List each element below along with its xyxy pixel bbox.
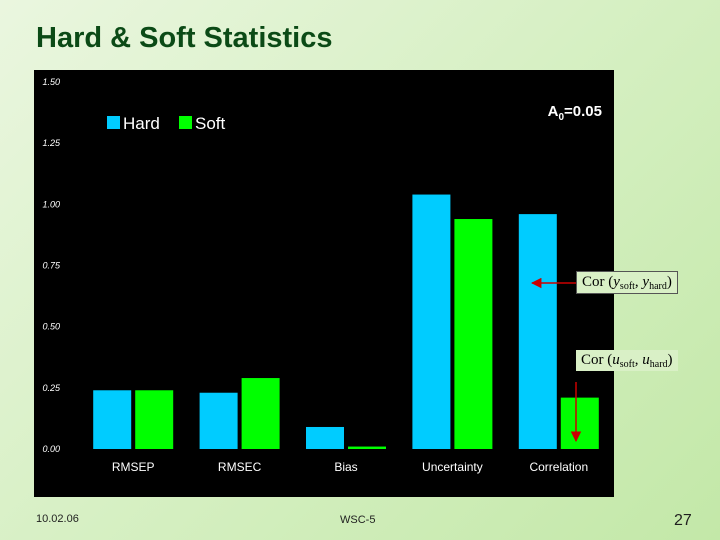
bar-hard-rmsep [93,390,132,449]
bar-soft-bias [348,446,386,449]
bar-soft-rmsep [135,390,174,449]
slide-title: Hard & Soft Statistics [36,22,333,54]
bars [93,194,599,449]
footer-event: WSC-5 [340,514,376,526]
bar-soft-uncertainty [454,219,493,449]
y-axis: 0.00 0.25 0.50 0.75 1.00 1.25 1.50 [42,77,61,454]
category-label-rmsep: RMSEP [112,460,155,474]
y-tick-label-6: 1.50 [42,77,60,87]
bar-soft-correlation [560,397,599,449]
bar-soft-rmsec [241,378,280,449]
page-number: 27 [674,512,692,529]
category-label-correlation: Correlation [529,460,588,474]
y-tick-label-3: 0.75 [42,261,61,271]
legend-swatch-soft [179,116,192,129]
cor-y-annotation: Cor (ysoft, yhard) [576,271,678,294]
y-tick-label-5: 1.25 [42,138,61,148]
y-tick-label-4: 1.00 [42,199,60,209]
footer-date: 10.02.06 [36,513,79,525]
bar-hard-bias [306,426,344,449]
legend-label-soft: Soft [195,114,226,133]
category-label-rmsec: RMSEC [218,460,262,474]
bar-hard-uncertainty [412,194,451,449]
category-label-uncertainty: Uncertainty [422,460,483,474]
cor-u-annotation: Cor (usoft, uhard) [576,350,678,371]
y-tick-label-2: 0.50 [42,322,60,332]
category-label-bias: Bias [334,460,357,474]
legend: Hard Soft [107,114,226,133]
bar-hard-correlation [518,214,557,449]
bar-chart: 0.00 0.25 0.50 0.75 1.00 1.25 1.50 RMSEP RMSEC B… [34,70,614,497]
chart-svg: 0.00 0.25 0.50 0.75 1.00 1.25 1.50 RMSEP RMSEC B… [42,77,602,474]
parameter-label: A0=0.05 [548,103,602,123]
bar-hard-rmsec [199,392,238,449]
legend-swatch-hard [107,116,120,129]
y-tick-label-1: 0.25 [42,383,61,393]
x-axis: RMSEP RMSEC Bias Uncertainty Correlation [112,460,588,474]
y-tick-label-0: 0.00 [42,444,60,454]
legend-label-hard: Hard [123,114,160,133]
